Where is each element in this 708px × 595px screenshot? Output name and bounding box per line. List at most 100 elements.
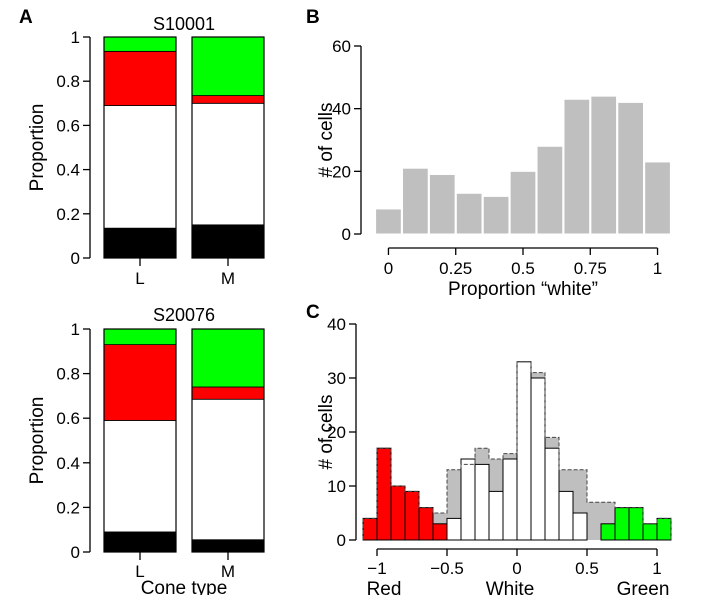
category-label-white: White xyxy=(486,579,535,595)
histogram-bar-white xyxy=(516,361,532,541)
y-tick-label: 0.6 xyxy=(56,116,80,135)
bar-segment-green-L xyxy=(103,36,177,52)
bar-segment-white-L xyxy=(103,420,177,533)
x-tick-label: 0 xyxy=(512,559,521,578)
bar-segment-white-M xyxy=(191,398,265,541)
histogram-bar xyxy=(644,161,671,235)
y-axis-label: Proportion xyxy=(27,104,48,192)
bar-segment-black-M xyxy=(191,224,265,259)
y-tick-label: 0 xyxy=(71,543,80,562)
histogram-bar-white xyxy=(446,517,462,541)
histogram-bar-white xyxy=(502,458,518,541)
bar-segment-black-L xyxy=(103,531,177,553)
x-tick-label: 1 xyxy=(652,559,661,578)
chart-title: S10001 xyxy=(153,14,215,34)
histogram-bar-red xyxy=(362,517,378,541)
bar-segment-black-L xyxy=(103,227,177,259)
x-tick-label: 0.75 xyxy=(574,259,607,278)
y-tick-label: 0.4 xyxy=(56,161,80,180)
histogram-bar-red xyxy=(418,507,434,541)
histogram-bar xyxy=(563,98,591,235)
panel-letter: C xyxy=(306,302,320,323)
y-tick-label: 0.8 xyxy=(56,72,80,91)
x-tick-label: −1 xyxy=(367,559,386,578)
histogram-bar-white xyxy=(474,463,490,541)
histogram-bar-white xyxy=(572,512,588,541)
y-tick-label: 20 xyxy=(327,423,346,442)
y-tick-label: 40 xyxy=(332,100,351,119)
y-tick-label: 30 xyxy=(327,369,346,388)
y-tick-label: 0.4 xyxy=(56,454,80,473)
x-tick-label: M xyxy=(221,269,235,288)
y-tick-label: 10 xyxy=(327,477,346,496)
histogram-bar-white xyxy=(488,490,504,541)
y-tick-label: 0.2 xyxy=(56,205,80,224)
histogram-bar xyxy=(590,95,618,235)
y-axis-label: # of cells xyxy=(316,395,337,470)
histogram-bar-red xyxy=(376,447,392,541)
histogram-bar-red xyxy=(390,485,406,541)
x-tick-label: L xyxy=(135,269,144,288)
histogram-bar-green xyxy=(600,523,616,541)
histogram-bar xyxy=(509,170,537,235)
y-tick-label: 1 xyxy=(71,320,80,339)
panel-a-top: 0 0.2 0.4 0.6 0.8 1 L M S10001 Proportion A xyxy=(19,7,265,288)
histogram-bar-white xyxy=(544,447,560,541)
bar-segment-green-M xyxy=(191,36,265,96)
panel-letter: A xyxy=(19,7,33,28)
x-tick-label: 0.5 xyxy=(575,559,599,578)
x-tick-label: 0.5 xyxy=(511,259,535,278)
y-axis-label: Proportion xyxy=(27,397,48,485)
histogram-bar xyxy=(617,101,644,235)
x-tick-label: L xyxy=(135,562,144,581)
panel-b: 0 20 40 60 0 0.25 0.5 0.75 1 Proportion “white” # … xyxy=(306,7,671,300)
bar-segment-red-M xyxy=(191,95,265,104)
x-tick-label: −0.5 xyxy=(430,559,464,578)
category-label-green: Green xyxy=(617,579,670,595)
x-tick-label: 1 xyxy=(653,259,662,278)
y-tick-label: 0.6 xyxy=(56,409,80,428)
histogram-bar-white xyxy=(460,458,476,541)
chart-title: S20076 xyxy=(153,305,215,325)
y-tick-label: 0 xyxy=(337,531,346,550)
histogram-bar xyxy=(428,173,456,235)
histogram-bar xyxy=(455,192,483,235)
histogram-bar-total xyxy=(587,502,601,540)
panel-c: 0 10 20 30 40 −1 −0.5 0 0.5 1 Red White Green # of ce… xyxy=(306,302,672,595)
y-tick-label: 20 xyxy=(332,162,351,181)
x-tick-label: M xyxy=(221,562,235,581)
y-tick-label: 1 xyxy=(71,28,80,47)
total-dashed-outline xyxy=(362,361,672,540)
histogram-bar xyxy=(482,195,510,235)
category-label-red: Red xyxy=(367,579,402,595)
x-axis-label: Proportion “white” xyxy=(448,279,598,300)
panel-letter: B xyxy=(306,7,320,28)
y-tick-label: 0.8 xyxy=(56,365,80,384)
bar-segment-green-M xyxy=(191,328,265,388)
y-tick-label: 0 xyxy=(342,225,351,244)
histogram-bar-white xyxy=(530,377,546,541)
histogram-bar xyxy=(402,167,429,235)
bar-segment-red-L xyxy=(103,344,177,421)
x-tick-label: 0 xyxy=(384,259,393,278)
bar-segment-white-L xyxy=(103,105,177,229)
y-tick-label: 40 xyxy=(327,315,346,334)
y-tick-label: 60 xyxy=(332,37,351,56)
bar-segment-black-M xyxy=(191,539,265,553)
bar-segment-white-M xyxy=(191,102,265,226)
bar-segment-green-L xyxy=(103,328,177,346)
histogram-bar-green xyxy=(614,507,630,541)
histogram-bar-red xyxy=(404,490,420,541)
x-tick-label: 0.25 xyxy=(439,259,472,278)
histogram-bar xyxy=(375,208,402,235)
histogram-bar-red xyxy=(432,523,448,541)
histogram-bar-green xyxy=(656,517,672,541)
histogram-bar-green xyxy=(642,523,658,541)
x-axis-label: Cone type xyxy=(141,578,228,595)
histogram-bar-green xyxy=(628,507,644,541)
y-axis-label: # of cells xyxy=(316,103,337,178)
panel-a-bottom: 0 0.2 0.4 0.6 0.8 1 L M S20076 Cone type Proportio… xyxy=(27,305,265,595)
bar-segment-red-M xyxy=(191,386,265,400)
histogram-bar xyxy=(536,145,564,235)
